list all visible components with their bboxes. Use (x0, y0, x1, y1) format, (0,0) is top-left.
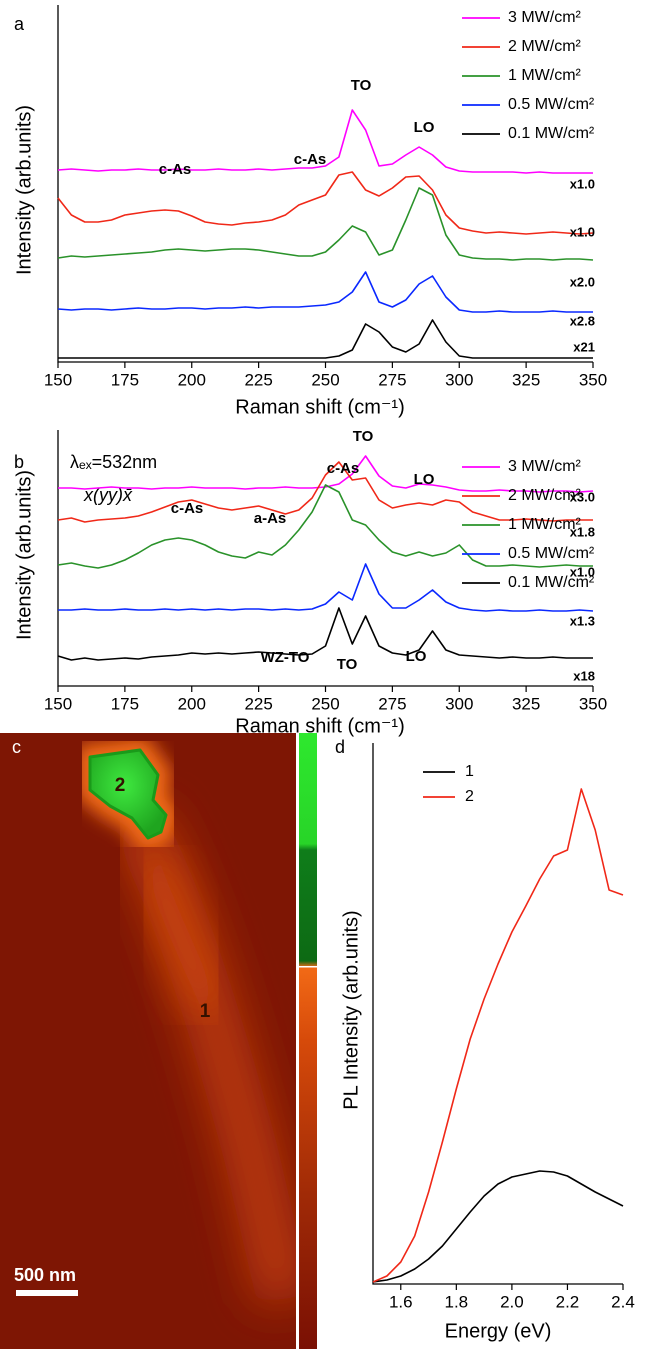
peak-annotation: c-As (294, 151, 327, 168)
x-tick-label: 300 (445, 694, 473, 713)
x-tick-label: 250 (311, 694, 339, 713)
x-tick-label: 275 (378, 370, 406, 389)
peak-annotation: x1.0 (570, 224, 595, 239)
x-axis-title: Raman shift (cm⁻¹) (235, 396, 404, 418)
x-axis-title: Raman shift (cm⁻¹) (235, 715, 404, 737)
x-tick-label: 200 (178, 370, 206, 389)
spectrum-line (58, 608, 593, 660)
x-tick-label: 150 (44, 370, 72, 389)
y-axis-title: PL Intensity (arb.units) (340, 910, 362, 1109)
peak-annotation: c-As (327, 460, 360, 477)
spectrum-line (58, 272, 593, 312)
peak-annotation: x1.0 (570, 564, 595, 579)
spectrum-line (58, 188, 593, 260)
region-label: 1 (200, 1001, 211, 1022)
y-axis-title: Intensity (arb.units) (13, 105, 35, 275)
peak-annotation: x2.0 (570, 274, 595, 289)
peak-annotation: x1.8 (570, 524, 595, 539)
x-tick-label: 2.4 (611, 1292, 635, 1311)
peak-annotation: x21 (573, 339, 595, 354)
peak-annotation: x1.3 (570, 613, 595, 628)
separator (296, 733, 299, 1349)
x-tick-label: 275 (378, 694, 406, 713)
legend-label: 0.5 MW/cm² (508, 96, 595, 113)
x-tick-label: 2.0 (500, 1292, 524, 1311)
peak-annotation: x2.8 (570, 313, 595, 328)
x-tick-label: 300 (445, 370, 473, 389)
spectrum-line (373, 789, 623, 1282)
legend-label: 1 (465, 763, 474, 780)
legend-label: 1 MW/cm² (508, 67, 582, 84)
x-tick-label: 325 (512, 694, 540, 713)
peak-annotation: TO (351, 77, 372, 94)
spectrum-line (58, 172, 593, 234)
panel-label: a (14, 14, 25, 34)
legend-label: 0.5 MW/cm² (508, 545, 595, 562)
legend-label: 2 (465, 788, 474, 805)
peak-annotation: LO (414, 471, 435, 488)
legend-label: 3 MW/cm² (508, 458, 582, 475)
x-tick-label: 350 (579, 370, 607, 389)
region-label: 2 (115, 775, 126, 796)
panel-label: b (14, 452, 24, 472)
peak-annotation: TO (337, 656, 358, 673)
spectrum-line (373, 1171, 623, 1282)
peak-annotation: x1.0 (570, 176, 595, 191)
x-tick-label: 1.8 (445, 1292, 469, 1311)
panel-label: c (12, 737, 21, 757)
peak-annotation: a-As (254, 510, 287, 527)
x-tick-label: 225 (244, 370, 272, 389)
colorbar (299, 733, 317, 1349)
legend-label: 3 MW/cm² (508, 9, 582, 26)
spectrum-line (58, 320, 593, 358)
peak-annotation: c-As (159, 161, 192, 178)
scale-bar (16, 1290, 78, 1296)
y-axis-title: Intensity (arb.units) (13, 470, 35, 640)
peak-annotation: LO (406, 648, 427, 665)
x-axis-title: Energy (eV) (445, 1320, 552, 1342)
peak-annotation: WZ-TO (261, 649, 310, 666)
panel-label: d (335, 737, 345, 757)
x-tick-label: 175 (111, 370, 139, 389)
legend-label: 2 MW/cm² (508, 38, 582, 55)
colorbar-mark (299, 966, 317, 968)
x-tick-label: 2.2 (556, 1292, 580, 1311)
peak-annotation: TO (353, 428, 374, 445)
x-tick-label: 150 (44, 694, 72, 713)
peak-annotation: LO (414, 119, 435, 136)
x-tick-label: 225 (244, 694, 272, 713)
x-tick-label: 175 (111, 694, 139, 713)
scale-bar-label: 500 nm (14, 1265, 76, 1285)
x-tick-label: 325 (512, 370, 540, 389)
peak-annotation: x3.0 (570, 489, 595, 504)
x-tick-label: 350 (579, 694, 607, 713)
peak-annotation: x18 (573, 668, 595, 683)
map-panel: c 2 1 500 nm (0, 733, 317, 1349)
x-tick-label: 200 (178, 694, 206, 713)
legend-label: 0.1 MW/cm² (508, 125, 595, 142)
peak-annotation: c-As (171, 500, 204, 517)
figure: c 2 1 500 nm λₑₓ=532nm x(yy)x̄ 150175200… (0, 0, 645, 1349)
x-tick-label: 1.6 (389, 1292, 413, 1311)
excitation-label: λₑₓ=532nm (70, 452, 157, 472)
axis-frame (373, 743, 623, 1284)
x-tick-label: 250 (311, 370, 339, 389)
